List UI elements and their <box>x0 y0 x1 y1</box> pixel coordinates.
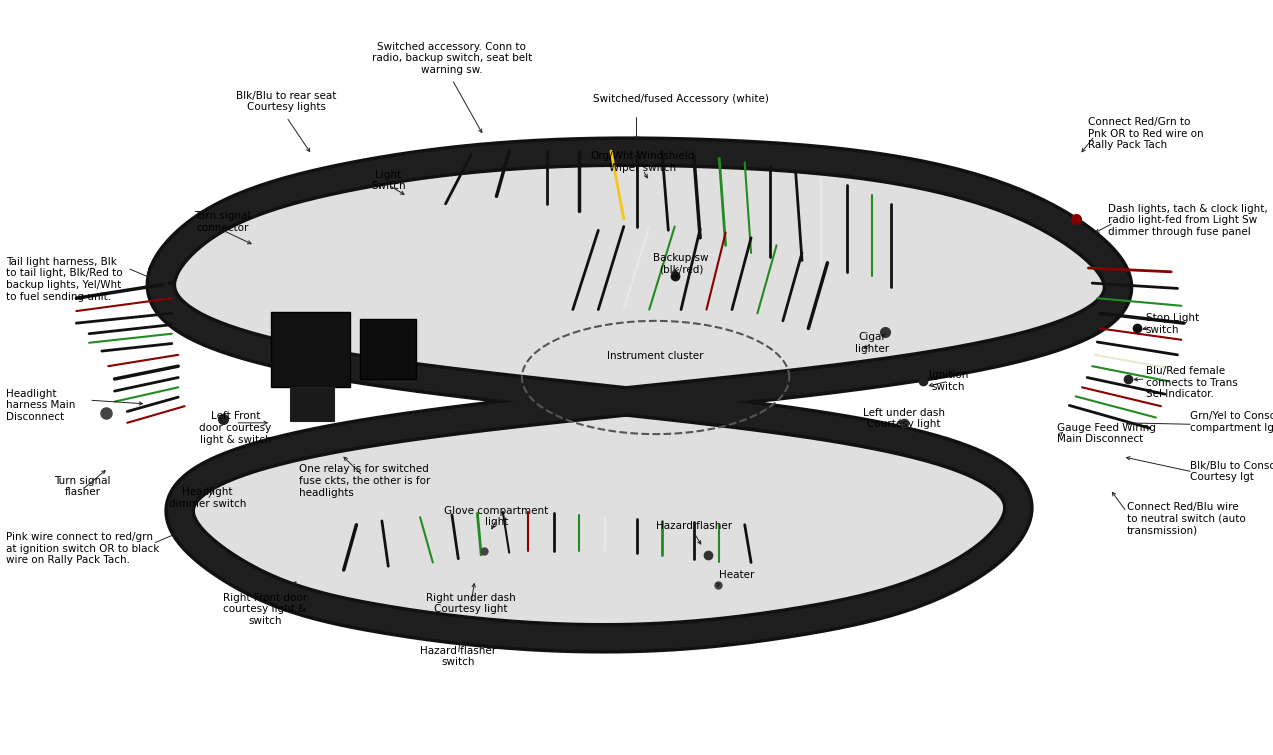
Text: Headlight
dimmer switch: Headlight dimmer switch <box>169 487 246 509</box>
Text: Blk/Blu to Console
Courtesy lgt: Blk/Blu to Console Courtesy lgt <box>1190 461 1273 482</box>
Text: Tail light harness, Blk
to tail light, Blk/Red to
backup lights, Yel/Wht
to fuel: Tail light harness, Blk to tail light, B… <box>6 257 123 301</box>
FancyBboxPatch shape <box>290 387 334 421</box>
Text: Left Front
door courtesy
light & switch: Left Front door courtesy light & switch <box>200 411 271 445</box>
Text: Turn signal
flasher: Turn signal flasher <box>55 476 111 498</box>
Text: Switched accessory. Conn to
radio, backup switch, seat belt
warning sw.: Switched accessory. Conn to radio, backu… <box>372 42 532 75</box>
Text: Hazard flasher
switch: Hazard flasher switch <box>420 646 496 667</box>
Text: Cigar
lighter: Cigar lighter <box>855 332 889 354</box>
Text: One relay is for switched
fuse ckts, the other is for
headlights: One relay is for switched fuse ckts, the… <box>299 464 430 498</box>
FancyBboxPatch shape <box>360 319 416 379</box>
Text: Connect Red/Blu wire
to neutral switch (auto
transmission): Connect Red/Blu wire to neutral switch (… <box>1127 502 1245 535</box>
Text: Connect Red/Grn to
Pnk OR to Red wire on
Rally Pack Tach: Connect Red/Grn to Pnk OR to Red wire on… <box>1088 117 1204 150</box>
Text: Turn signal
connector: Turn signal connector <box>195 211 251 233</box>
Text: Pink wire connect to red/grn
at ignition switch OR to black
wire on Rally Pack T: Pink wire connect to red/grn at ignition… <box>6 532 159 565</box>
Text: Headlight
harness Main
Disconnect: Headlight harness Main Disconnect <box>6 389 75 422</box>
Text: Switched/fused Accessory (white): Switched/fused Accessory (white) <box>593 94 769 104</box>
Text: Glove compartment
light: Glove compartment light <box>444 506 549 528</box>
Text: Blu/Red female
connects to Trans
Sel Indicator.: Blu/Red female connects to Trans Sel Ind… <box>1146 366 1237 399</box>
Text: Light
Switch: Light Switch <box>370 170 406 192</box>
Text: Heater: Heater <box>719 570 755 580</box>
Text: Stop Light
switch: Stop Light switch <box>1146 313 1199 335</box>
Text: Grn/Yel to Console
compartment lgt: Grn/Yel to Console compartment lgt <box>1190 411 1273 433</box>
Text: Left under dash
Courtesy light: Left under dash Courtesy light <box>863 408 945 430</box>
FancyBboxPatch shape <box>271 312 350 387</box>
Text: Right Front door
courtesy light &
switch: Right Front door courtesy light & switch <box>223 593 307 626</box>
Text: Dash lights, tach & clock light,
radio light-fed from Light Sw
dimmer through fu: Dash lights, tach & clock light, radio l… <box>1108 204 1267 237</box>
Text: Org/Wht-Windshield
Wiper switch: Org/Wht-Windshield Wiper switch <box>591 151 695 173</box>
Text: Gauge Feed Wiring
Main Disconnect: Gauge Feed Wiring Main Disconnect <box>1057 423 1156 445</box>
Text: Hazard flasher: Hazard flasher <box>656 521 732 531</box>
Text: Instrument cluster: Instrument cluster <box>607 351 704 361</box>
Text: Backup sw
(blk/red): Backup sw (blk/red) <box>653 253 709 275</box>
Text: Right under dash
Courtesy light: Right under dash Courtesy light <box>426 593 516 615</box>
Text: Blk/Blu to rear seat
Courtesy lights: Blk/Blu to rear seat Courtesy lights <box>237 91 336 112</box>
Text: Ignition
switch: Ignition switch <box>929 370 967 392</box>
Polygon shape <box>160 152 1118 638</box>
